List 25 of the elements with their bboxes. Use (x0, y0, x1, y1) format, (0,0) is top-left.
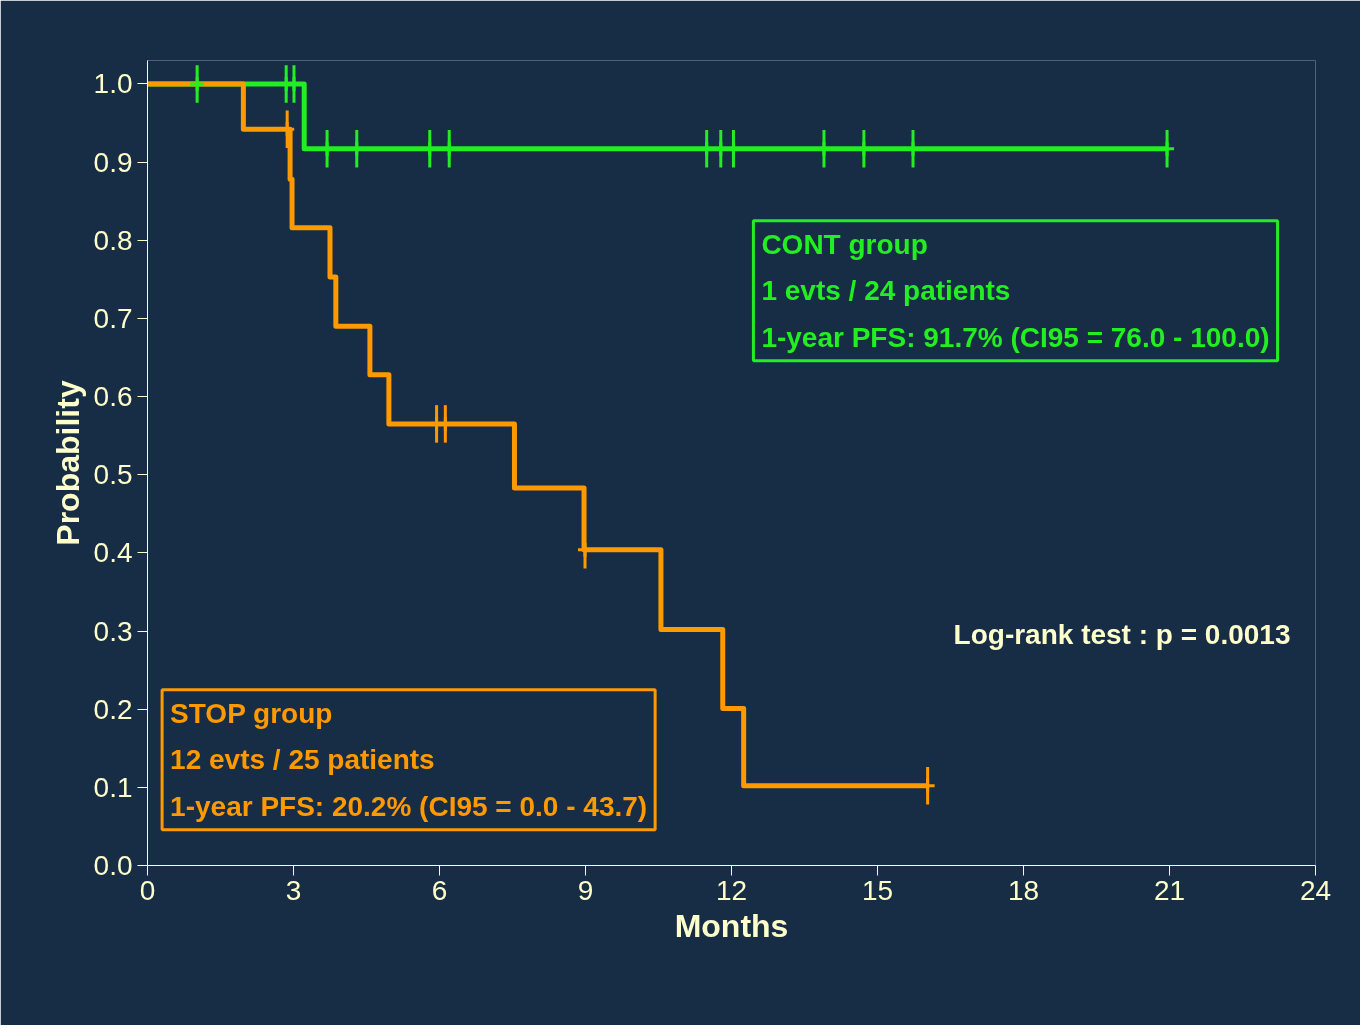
x-tick-label: 15 (861, 874, 894, 906)
y-tick-label: 0.8 (93, 224, 133, 256)
x-tick-label: 9 (577, 874, 594, 906)
x-tick-label: 24 (1299, 874, 1332, 906)
y-tick-label: 0.6 (93, 381, 133, 413)
y-tick-label: 0.5 (93, 459, 133, 491)
y-tick-label: 0.1 (93, 771, 133, 803)
y-tick-label: 0.3 (93, 615, 133, 647)
y-tick-label: 0.9 (93, 146, 133, 178)
y-tick-label: 1.0 (93, 68, 133, 100)
x-tick-label: 21 (1153, 874, 1186, 906)
y-tick-label: 0.4 (93, 537, 133, 569)
x-tick-label: 12 (715, 874, 748, 906)
x-tick-label: 6 (431, 874, 448, 906)
y-tick-label: 0.7 (93, 302, 133, 334)
annotation: CONT group 1 evts / 24 patients 1-year PFS: 91.7% (CI95 = 76.0 - 100.0) (761, 228, 1270, 353)
y-axis-title: Probability (49, 380, 86, 546)
x-tick-label: 18 (1007, 874, 1040, 906)
x-axis-title: Months (674, 907, 789, 944)
annotation: Log-rank test : p = 0.0013 (953, 619, 1291, 651)
x-tick-label: 0 (139, 874, 156, 906)
y-tick-label: 0.2 (93, 693, 133, 725)
annotation: STOP group 12 evts / 25 patients 1-year PFS: 20.2% (CI95 = 0.0 - 43.7) (170, 697, 648, 822)
x-tick-label: 3 (285, 874, 302, 906)
y-tick-label: 0.0 (93, 850, 133, 881)
